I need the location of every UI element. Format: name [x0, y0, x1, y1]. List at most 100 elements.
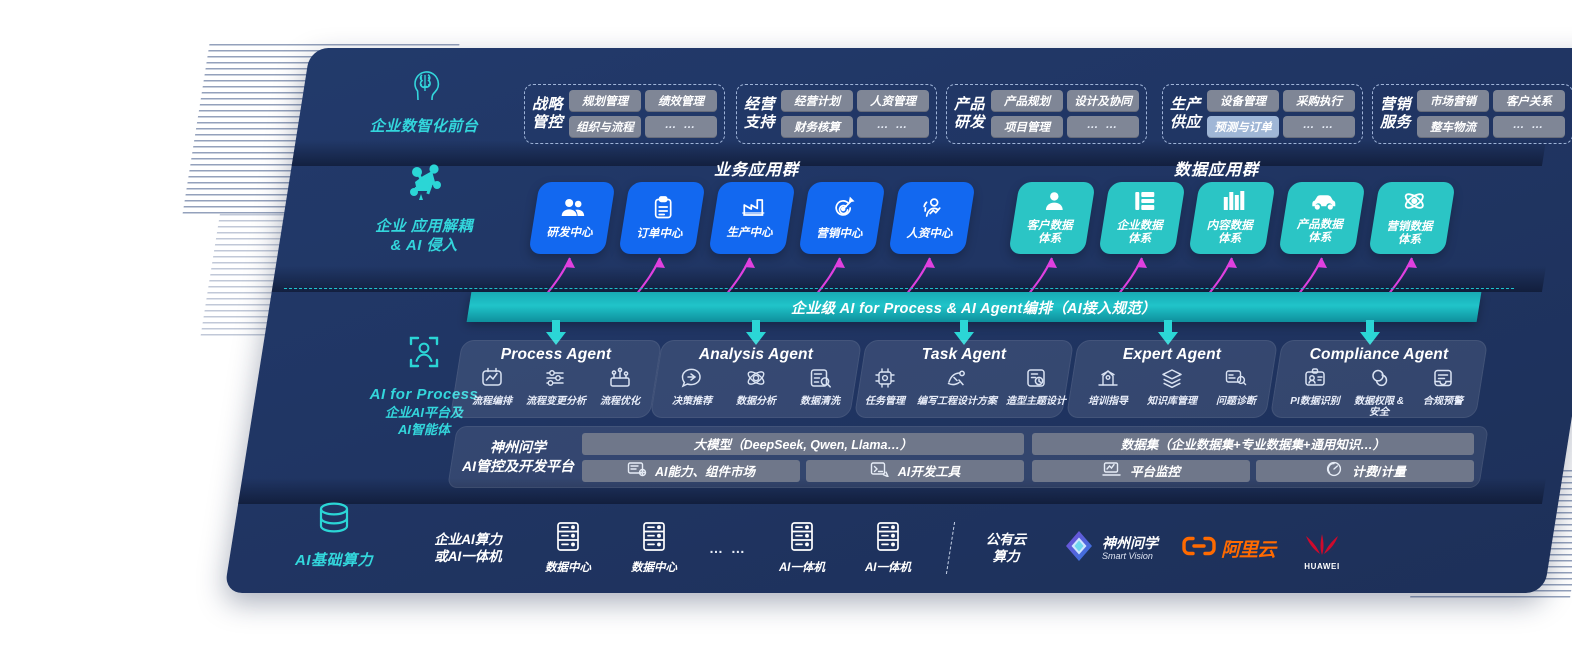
server-rack-icon [553, 521, 583, 558]
cell[interactable]: 设计及协同 [1067, 90, 1140, 112]
top-group-strategy-title: 战略 管控 [532, 96, 563, 132]
cell[interactable]: 规划管理 [569, 90, 642, 112]
top-group-marketing-service[interactable]: 营销 服务 市场营销 客户关系 整车物流 … … [1372, 84, 1572, 144]
platform-dataset-bar[interactable]: 数据集（企业数据集+专业数据集+通用知识…） [1032, 432, 1474, 455]
top-group-operation-cells: 经营计划 人资管理 财务核算 … … [781, 90, 930, 138]
data-clean-icon [808, 367, 832, 394]
agent-item[interactable]: 流程优化 [589, 367, 651, 407]
architecture-panel: 企业数智化前台 [224, 48, 1572, 593]
cell[interactable]: 设备管理 [1207, 90, 1280, 112]
agent-card-process[interactable]: Process Agent 流程编排 流程变更分析 流程优化 [449, 340, 663, 418]
top-group-product-rd[interactable]: 产品 研发 产品规划 设计及协同 项目管理 … … [946, 84, 1148, 144]
t1: 产品 [954, 96, 986, 113]
cell[interactable]: 组织与流程 [569, 116, 642, 138]
top-group-strategy[interactable]: 战略 管控 规划管理 绩效管理 组织与流程 … … [524, 84, 726, 144]
t1: 生产 [1170, 96, 1202, 113]
axis-label-decouple-line1: 企业 应用解耦 [375, 218, 473, 235]
cell[interactable]: 项目管理 [991, 116, 1064, 138]
app-card-hr-center[interactable]: 人资中心 [888, 182, 976, 254]
agent-card-expert[interactable]: Expert Agent 培训指导 知识库管理 问题诊断 [1065, 340, 1279, 418]
l2: 体系 [1218, 233, 1242, 245]
app-card-order-center[interactable]: 订单中心 [618, 182, 706, 254]
infra-main-label-line2: 或AI一体机 [434, 549, 502, 564]
cell[interactable]: 绩效管理 [645, 90, 718, 112]
agent-item[interactable]: 数据清洗 [789, 367, 851, 407]
cell[interactable]: 客户关系 [1493, 90, 1566, 112]
logo-smart-vision[interactable]: 神州问学 Smart Vision [1061, 528, 1158, 569]
app-card-label: 研发中心 [546, 226, 593, 239]
app-card-rd-center[interactable]: 研发中心 [528, 182, 616, 254]
top-group-production-supply[interactable]: 生产 供应 设备管理 采购执行 预测与订单 … … [1162, 84, 1364, 144]
data-card-marketing[interactable]: 营销数据 体系 [1368, 182, 1456, 254]
agent-card-compliance[interactable]: Compliance Agent PI数据识别 数据权限 & 安全 合规预 [1269, 340, 1489, 418]
agent-card-task[interactable]: Task Agent 任务管理 编写工程设计方案 造型主题设计 [853, 340, 1075, 418]
agent-item[interactable]: 数据分析 [725, 367, 787, 407]
agent-card-analysis[interactable]: Analysis Agent 决策推荐 数据分析 数据清洗 [649, 340, 863, 418]
cell[interactable]: 经营计划 [781, 90, 854, 112]
agent-item[interactable]: 任务管理 [857, 367, 913, 407]
cell[interactable]: 产品规划 [991, 90, 1064, 112]
cell[interactable]: … … [1283, 116, 1356, 138]
data-card-customer[interactable]: 客户数据 体系 [1008, 182, 1096, 254]
agent-item-label: 知识库管理 [1147, 396, 1197, 407]
app-card-production-center[interactable]: 生产中心 [708, 182, 796, 254]
agent-item[interactable]: 知识库管理 [1141, 367, 1203, 407]
agent-item-label: 数据分析 [736, 396, 776, 407]
cell[interactable]: 财务核算 [781, 116, 854, 138]
agent-item[interactable]: 流程变更分析 [525, 367, 587, 407]
agent-item[interactable]: PI数据识别 [1284, 367, 1346, 418]
cell[interactable]: 人资管理 [857, 90, 930, 112]
cell[interactable]: 市场营销 [1417, 90, 1490, 112]
business-group-title: 业务应用群 [714, 162, 800, 179]
data-card-product[interactable]: 产品数据 体系 [1278, 182, 1366, 254]
cell[interactable]: … … [857, 116, 930, 138]
platform-llm-bar[interactable]: 大模型（DeepSeek, Qwen, Llama…） [582, 432, 1024, 455]
cell[interactable]: … … [1067, 116, 1140, 138]
section-divider [283, 288, 1515, 289]
agent-item[interactable]: 编写工程设计方案 [915, 367, 999, 407]
data-card-content[interactable]: 内容数据 体系 [1188, 182, 1276, 254]
agent-item[interactable]: 合规预警 [1412, 367, 1474, 418]
agent-item-label: 任务管理 [865, 396, 905, 407]
aliyun-logo [1182, 535, 1216, 562]
infra-node-datacenter-2[interactable]: 数据中心 [612, 521, 696, 575]
infra-node-aiserver-2[interactable]: AI一体机 [846, 521, 930, 575]
agent-item[interactable]: 流程编排 [461, 367, 523, 407]
task-grid-icon [873, 367, 897, 394]
infra-node-datacenter-1[interactable]: 数据中心 [526, 521, 610, 575]
agent-item[interactable]: 造型主题设计 [1001, 367, 1071, 407]
platform-billing-bar[interactable]: 计费/计量 [1256, 459, 1474, 482]
app-card-marketing-center[interactable]: 营销中心 [798, 182, 886, 254]
platform-ai-market-bar[interactable]: AI能力、组件市场 [582, 459, 800, 482]
t2: 供应 [1170, 114, 1202, 131]
smart-vision-sub: Smart Vision [1102, 550, 1153, 561]
agent-item[interactable]: 培训指导 [1077, 367, 1139, 407]
platform-dev-tools-bar[interactable]: AI开发工具 [806, 459, 1024, 482]
cell[interactable]: … … [645, 116, 718, 138]
agent-item-label: 流程变更分析 [526, 396, 586, 407]
logo-huawei[interactable]: HUAWEI [1303, 526, 1341, 571]
server-rack-icon [873, 521, 903, 558]
cell[interactable]: 整车物流 [1417, 116, 1490, 138]
agent-item[interactable]: 数据权限 & 安全 [1348, 367, 1410, 418]
data-card-enterprise[interactable]: 企业数据 体系 [1098, 182, 1186, 254]
top-group-operation[interactable]: 经营 支持 经营计划 人资管理 财务核算 … … [736, 84, 938, 144]
agent-item-label: 造型主题设计 [1006, 396, 1066, 407]
ai-node-icon [334, 160, 514, 211]
clipboard-icon [652, 195, 674, 225]
l1: 营销数据 [1386, 221, 1433, 233]
cell[interactable]: … … [1493, 116, 1566, 138]
cell[interactable]: 采购执行 [1283, 90, 1356, 112]
platform-right-stack: 数据集（企业数据集+专业数据集+通用知识…） 平台监控 计费/计量 [1032, 432, 1474, 482]
agent-items: 培训指导 知识库管理 问题诊断 [1077, 367, 1267, 407]
logo-aliyun[interactable]: 阿里云 [1182, 535, 1275, 562]
platform-monitor-bar[interactable]: 平台监控 [1032, 459, 1250, 482]
car-icon [1310, 191, 1338, 216]
infra-node-aiserver-1[interactable]: AI一体机 [760, 521, 844, 575]
agent-item[interactable]: 决策推荐 [661, 367, 723, 407]
agent-item-label: 数据清洗 [800, 396, 840, 407]
agent-item-label: 合规预警 [1423, 396, 1463, 407]
cell-highlighted[interactable]: 预测与订单 [1207, 116, 1280, 138]
brain-head-icon [334, 62, 514, 111]
agent-item[interactable]: 问题诊断 [1205, 367, 1267, 407]
